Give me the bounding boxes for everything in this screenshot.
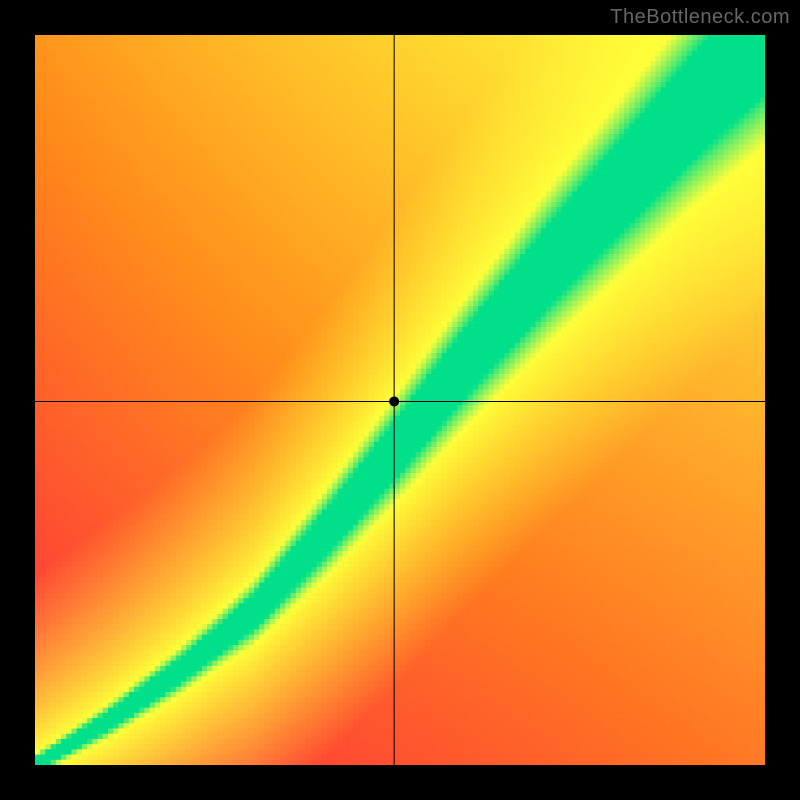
plot-frame <box>35 35 765 765</box>
watermark-text: TheBottleneck.com <box>610 6 790 29</box>
heatmap-canvas <box>35 35 765 765</box>
chart-container: TheBottleneck.com <box>0 0 800 800</box>
